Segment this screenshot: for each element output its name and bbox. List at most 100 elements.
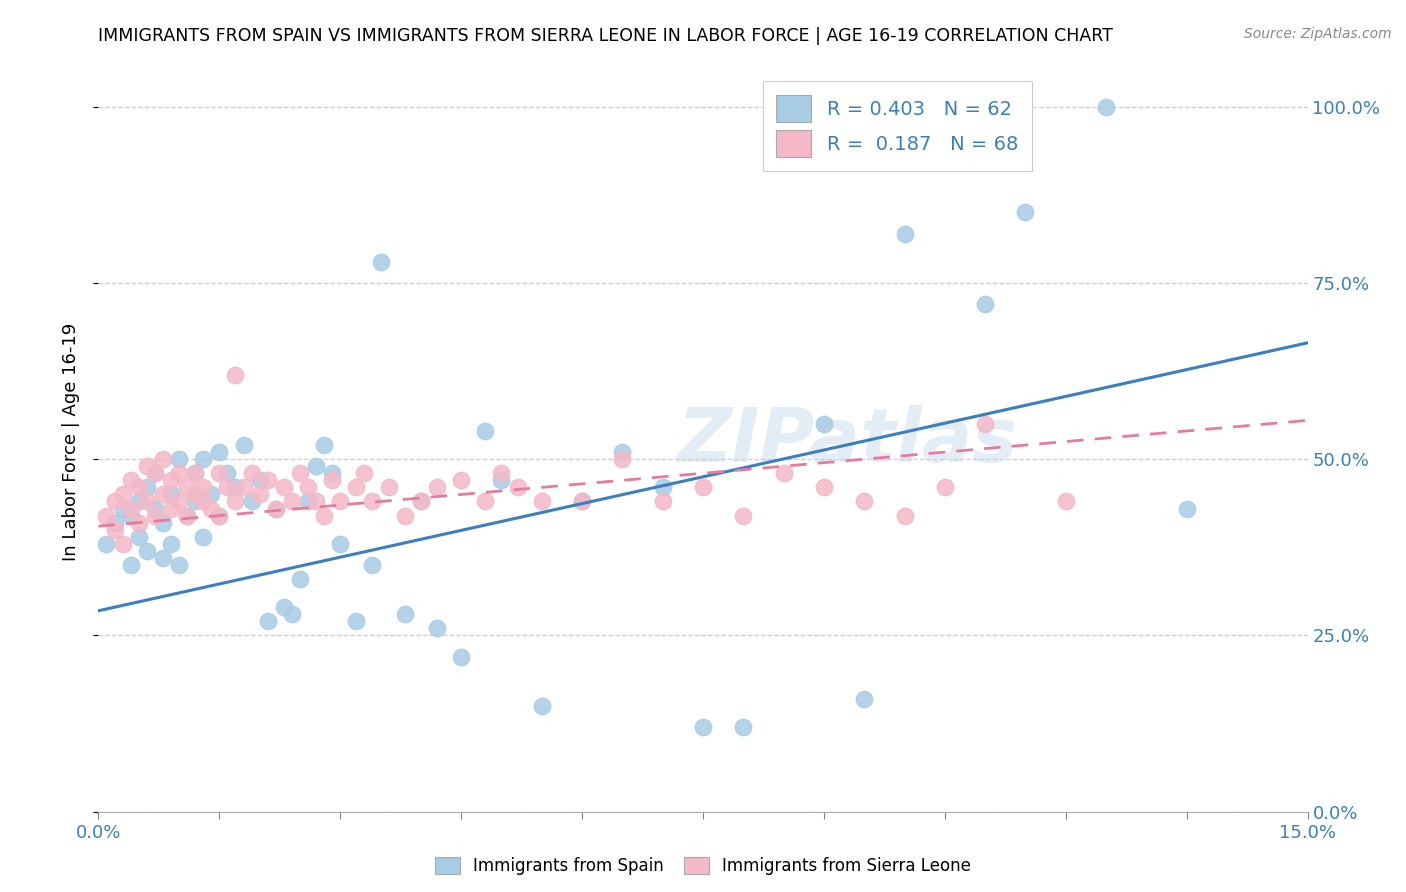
Point [474, 494, 496, 508]
Point [128, 530, 150, 544]
Point [152, 452, 174, 467]
Point [111, 537, 134, 551]
Point [281, 494, 304, 508]
Point [1054, 494, 1077, 508]
Point [305, 494, 328, 508]
Text: Source: ZipAtlas.com: Source: ZipAtlas.com [1244, 27, 1392, 41]
Point [240, 467, 263, 481]
Point [208, 467, 231, 481]
Point [128, 480, 150, 494]
Point [256, 615, 278, 629]
Point [571, 494, 593, 508]
Point [813, 480, 835, 494]
Point [450, 649, 472, 664]
Point [249, 487, 271, 501]
Point [160, 501, 183, 516]
Point [120, 508, 142, 523]
Point [96, 508, 118, 523]
Point [450, 473, 472, 487]
Point [1014, 205, 1036, 219]
Point [409, 494, 432, 508]
Point [152, 550, 174, 565]
Point [1175, 501, 1198, 516]
Point [974, 417, 997, 431]
Point [200, 487, 222, 501]
Point [103, 516, 125, 530]
Point [530, 494, 553, 508]
Point [426, 621, 449, 635]
Point [103, 494, 125, 508]
Point [305, 459, 328, 474]
Point [103, 523, 125, 537]
Point [176, 508, 198, 523]
Point [288, 467, 311, 481]
Point [167, 452, 190, 467]
Point [120, 473, 142, 487]
Point [135, 459, 157, 474]
Point [353, 467, 375, 481]
Point [692, 720, 714, 734]
Point [361, 558, 384, 572]
Legend: R = 0.403   N = 62, R =  0.187   N = 68: R = 0.403 N = 62, R = 0.187 N = 68 [762, 81, 1032, 171]
Point [329, 494, 352, 508]
Point [152, 516, 174, 530]
Point [314, 438, 336, 452]
Point [772, 467, 794, 481]
Point [184, 494, 207, 508]
Point [111, 487, 134, 501]
Point [974, 297, 997, 311]
Point [893, 508, 915, 523]
Point [893, 227, 915, 241]
Point [143, 467, 166, 481]
Point [111, 501, 134, 516]
Point [329, 537, 352, 551]
Point [135, 544, 157, 558]
Point [297, 480, 319, 494]
Point [135, 480, 157, 494]
Point [813, 417, 835, 431]
Point [176, 508, 198, 523]
Legend: Immigrants from Spain, Immigrants from Sierra Leone: Immigrants from Spain, Immigrants from S… [426, 849, 980, 884]
Point [208, 445, 231, 459]
Point [394, 508, 416, 523]
Point [160, 537, 183, 551]
Point [281, 607, 304, 622]
Y-axis label: In Labor Force | Age 16-19: In Labor Force | Age 16-19 [62, 322, 80, 561]
Point [288, 572, 311, 586]
Point [224, 480, 246, 494]
Point [344, 480, 367, 494]
Point [297, 494, 319, 508]
Point [853, 494, 876, 508]
Point [491, 467, 513, 481]
Point [733, 508, 755, 523]
Point [193, 494, 215, 508]
Point [193, 530, 215, 544]
Point [232, 480, 254, 494]
Point [361, 494, 384, 508]
Point [1095, 100, 1118, 114]
Point [143, 501, 166, 516]
Point [217, 467, 239, 481]
Point [152, 487, 174, 501]
Point [394, 607, 416, 622]
Point [506, 480, 529, 494]
Point [264, 501, 287, 516]
Point [256, 473, 278, 487]
Point [426, 480, 449, 494]
Point [167, 494, 190, 508]
Point [193, 452, 215, 467]
Point [217, 480, 239, 494]
Point [264, 501, 287, 516]
Point [934, 480, 956, 494]
Point [167, 558, 190, 572]
Point [321, 467, 343, 481]
Point [160, 487, 183, 501]
Point [370, 254, 392, 268]
Point [232, 438, 254, 452]
Point [491, 473, 513, 487]
Point [321, 473, 343, 487]
Point [143, 508, 166, 523]
Point [184, 467, 207, 481]
Point [128, 516, 150, 530]
Point [208, 508, 231, 523]
